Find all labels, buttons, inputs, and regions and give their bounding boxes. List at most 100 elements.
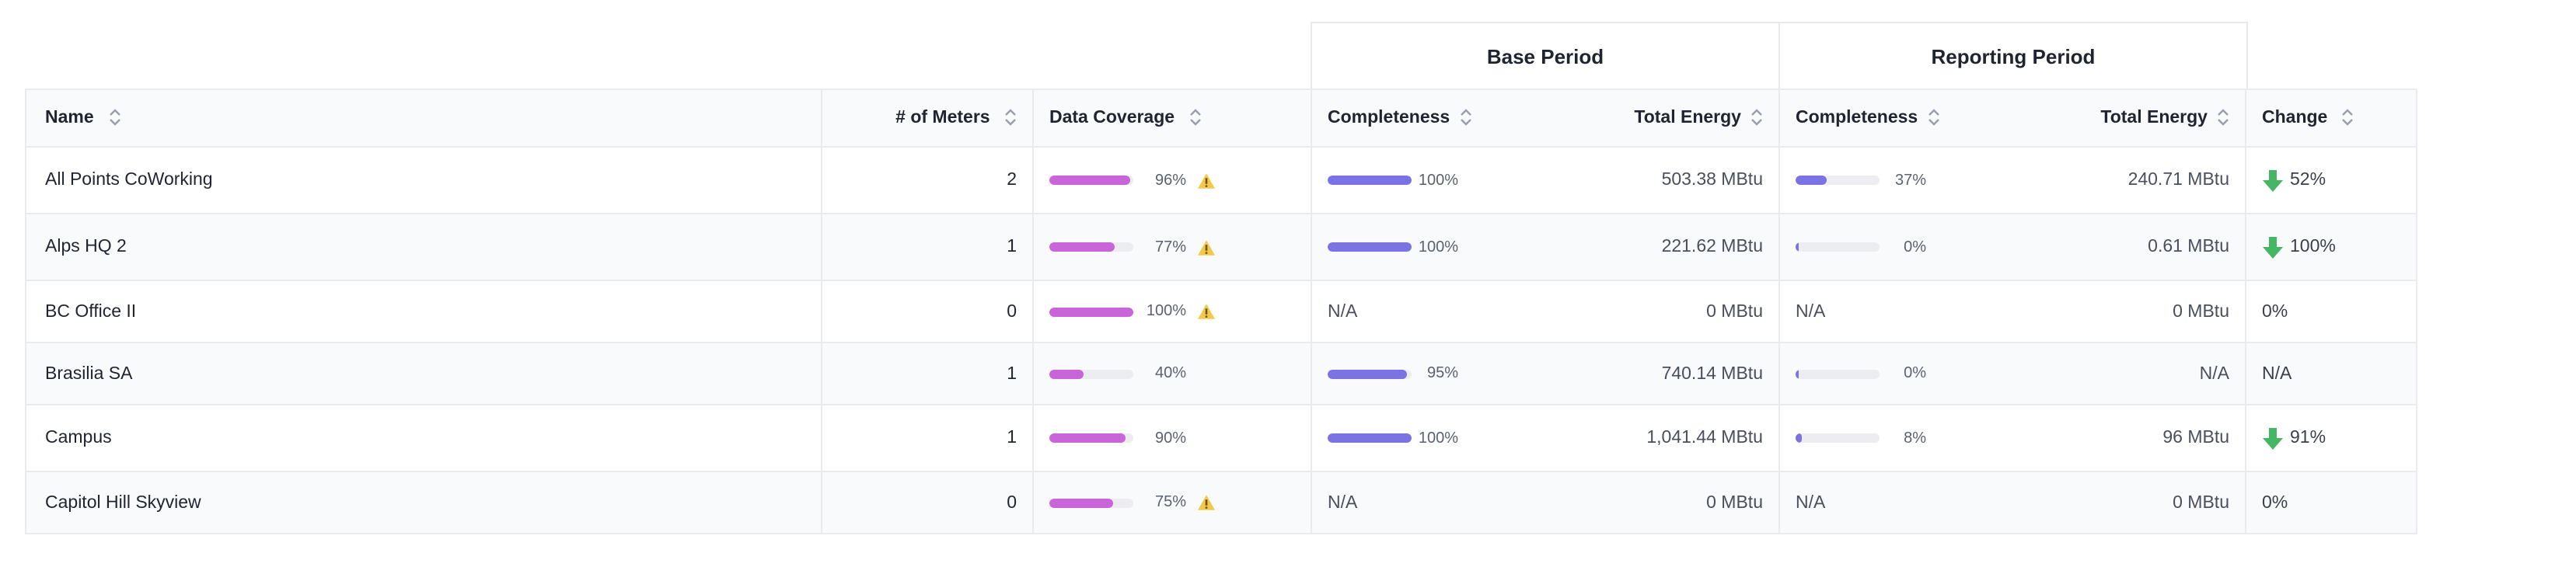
base-completeness-na: N/A	[1328, 302, 1358, 321]
base-completeness-bar	[1328, 369, 1412, 378]
sort-icon[interactable]	[2217, 110, 2229, 127]
building-name[interactable]: Alps HQ 2	[45, 238, 127, 256]
meters-cell: 2	[821, 146, 1034, 214]
column-header-rep-energy[interactable]: Total Energy	[2100, 109, 2229, 127]
warning-triangle-icon[interactable]	[1197, 172, 1216, 189]
table-row[interactable]: Brasilia SA 1 40% 95% 740.14 MBtu	[25, 342, 2417, 405]
base-completeness-bar-fill	[1328, 242, 1412, 252]
sort-icon[interactable]	[2342, 110, 2354, 127]
base-completeness-percent: 100%	[1418, 430, 1458, 447]
column-header-reporting: Completeness Total Energy	[1778, 89, 2246, 148]
base-total-energy: 1,041.44 MBtu	[1646, 429, 1763, 447]
warning-triangle-icon[interactable]	[1197, 303, 1216, 320]
sort-icon[interactable]	[1750, 110, 1763, 127]
sort-icon[interactable]	[1459, 110, 1471, 127]
sort-icon[interactable]	[1004, 110, 1017, 127]
column-header-meters[interactable]: # of Meters	[821, 89, 1034, 148]
meters-cell: 0	[821, 471, 1034, 534]
coverage-percent: 100%	[1146, 303, 1186, 320]
column-header-change[interactable]: Change	[2245, 89, 2417, 148]
arrow-down-icon	[2262, 235, 2284, 259]
reporting-period-cell: 0% 0.61 MBtu	[1778, 213, 2246, 281]
rep-total-energy: 240.71 MBtu	[2127, 171, 2229, 190]
building-name[interactable]: All Points CoWorking	[45, 171, 213, 190]
rep-completeness-bar	[1796, 242, 1880, 252]
table-row[interactable]: Campus 1 90% 100% 1,041.44 MBtu	[25, 404, 2417, 472]
coverage-cell: 77%	[1032, 213, 1312, 281]
change-value: 52%	[2290, 171, 2326, 190]
rep-completeness-bar-fill	[1796, 369, 1799, 378]
rep-completeness: 37%	[1796, 172, 1926, 189]
base-total-energy: 740.14 MBtu	[1661, 364, 1763, 383]
column-header-base-completeness[interactable]: Completeness	[1328, 109, 1471, 127]
warning-triangle-icon[interactable]	[1197, 238, 1216, 256]
reporting-period-cell: 0% N/A	[1778, 342, 2246, 405]
change-value: 0%	[2262, 493, 2288, 512]
change-cell: N/A	[2245, 342, 2417, 405]
change-value: 91%	[2290, 429, 2326, 447]
table-row[interactable]: Alps HQ 2 1 77% 100% 221.62 MBtu	[25, 213, 2417, 281]
coverage-bar-fill	[1049, 498, 1112, 507]
coverage-bar-fill	[1049, 433, 1126, 443]
coverage-bar-fill	[1049, 176, 1130, 185]
building-name-cell[interactable]: Alps HQ 2	[25, 213, 822, 281]
building-name-cell[interactable]: Brasilia SA	[25, 342, 822, 405]
meters-cell: 1	[821, 342, 1034, 405]
rep-completeness-bar	[1796, 176, 1880, 185]
meters-count: 0	[1007, 493, 1017, 512]
building-name-cell[interactable]: Capitol Hill Skyview	[25, 471, 822, 534]
table-row[interactable]: Capitol Hill Skyview 0 75% N/A 0 MBtu N/…	[25, 471, 2417, 534]
table-row[interactable]: All Points CoWorking 2 96% 100% 503.38 M…	[25, 146, 2417, 214]
rep-total-energy: 0 MBtu	[2173, 302, 2229, 321]
rep-completeness-bar	[1796, 433, 1880, 443]
change-cell: 100%	[2245, 213, 2417, 281]
change-cell: 52%	[2245, 146, 2417, 214]
column-header-rep-completeness[interactable]: Completeness	[1796, 109, 1939, 127]
meters-count: 0	[1007, 302, 1017, 321]
building-name-cell[interactable]: All Points CoWorking	[25, 146, 822, 214]
building-name-cell[interactable]: BC Office II	[25, 280, 822, 343]
reporting-period-cell: N/A 0 MBtu	[1778, 471, 2246, 534]
sort-icon[interactable]	[1189, 110, 1202, 127]
change-value: N/A	[2262, 364, 2292, 383]
rep-completeness-na: N/A	[1796, 493, 1826, 512]
column-header-name-label: Name	[45, 109, 94, 127]
base-completeness-na: N/A	[1328, 493, 1358, 512]
building-name[interactable]: BC Office II	[45, 302, 137, 321]
rep-total-energy: 0 MBtu	[2173, 493, 2229, 512]
coverage-bar	[1049, 242, 1133, 252]
base-completeness-percent: 100%	[1418, 172, 1458, 189]
coverage-cell: 40%	[1032, 342, 1312, 405]
base-period-cell: 95% 740.14 MBtu	[1311, 342, 1780, 405]
coverage-cell: 75%	[1032, 471, 1312, 534]
column-header-name[interactable]: Name	[25, 89, 822, 148]
arrow-down-icon	[2262, 426, 2284, 450]
column-header-base-energy-label: Total Energy	[1634, 109, 1741, 127]
sort-icon[interactable]	[1927, 110, 1939, 127]
base-period-cell: 100% 221.62 MBtu	[1311, 213, 1780, 281]
base-total-energy: 0 MBtu	[1706, 302, 1763, 321]
building-name-cell[interactable]: Campus	[25, 404, 822, 472]
column-header-rep-energy-label: Total Energy	[2100, 109, 2208, 127]
rep-total-energy: 96 MBtu	[2162, 429, 2229, 447]
meters-count: 1	[1007, 238, 1017, 256]
coverage-percent: 75%	[1154, 494, 1186, 511]
column-header-coverage[interactable]: Data Coverage	[1032, 89, 1312, 148]
column-header-rep-completeness-label: Completeness	[1796, 109, 1918, 127]
base-completeness-bar-fill	[1328, 176, 1412, 185]
base-completeness: 95%	[1328, 365, 1458, 382]
table-row[interactable]: BC Office II 0 100% N/A 0 MBtu N/A 0 MBt…	[25, 280, 2417, 343]
base-period-cell: N/A 0 MBtu	[1311, 471, 1780, 534]
column-header-base: Completeness Total Energy	[1311, 89, 1780, 148]
rep-completeness-percent: 37%	[1894, 172, 1926, 189]
building-name[interactable]: Capitol Hill Skyview	[45, 493, 201, 512]
building-name[interactable]: Brasilia SA	[45, 364, 133, 383]
base-completeness-percent: 100%	[1418, 238, 1458, 256]
sort-icon[interactable]	[108, 110, 120, 127]
rep-completeness-bar-fill	[1796, 242, 1799, 252]
rep-completeness-percent: 8%	[1904, 430, 1926, 447]
building-name[interactable]: Campus	[45, 429, 112, 447]
base-period-label: Base Period	[1486, 45, 1604, 68]
column-header-base-energy[interactable]: Total Energy	[1634, 109, 1763, 127]
warning-triangle-icon[interactable]	[1197, 494, 1216, 511]
